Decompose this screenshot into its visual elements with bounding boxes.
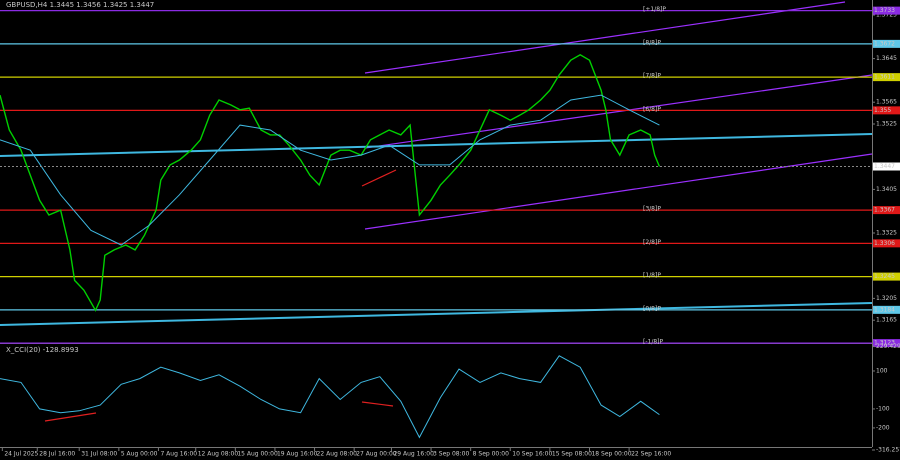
- level-name: [6/8]P: [643, 106, 661, 113]
- level-value: 1.3611: [874, 74, 895, 81]
- y-tick-label: 1.3525: [876, 120, 897, 127]
- x-tick-label: 15 Sep 08:00: [552, 451, 592, 458]
- y-tick-label: 1.3405: [876, 186, 897, 193]
- channel-top: [364, 1, 846, 74]
- level-name: [3/8]P: [643, 206, 661, 213]
- level-value: 1.3184: [874, 306, 895, 313]
- y-tick-label: 100: [876, 367, 888, 374]
- y-tick-label: -200: [876, 424, 890, 431]
- y-tick-label: 1.3325: [876, 229, 897, 236]
- series-line: [0, 53, 661, 312]
- y-tick-label: -100: [876, 405, 890, 412]
- x-tick-label: 8 Sep 00:00: [473, 451, 509, 458]
- divergence: [361, 169, 397, 187]
- support-line-long: [0, 302, 873, 326]
- trend-lines: [0, 1, 873, 422]
- x-tick-label: 10 Sep 16:00: [512, 451, 552, 458]
- channel-bottom: [364, 153, 873, 230]
- x-tick-label: 29 Aug 16:00: [393, 451, 434, 458]
- last-price-box: [873, 162, 900, 171]
- x-tick-label: 19 Aug 16:00: [277, 451, 318, 458]
- x-tick-label: 15 Aug 00:00: [237, 451, 278, 458]
- level-value: 1.355: [874, 107, 891, 114]
- level-box: [873, 305, 900, 314]
- level-box: [873, 206, 900, 215]
- x-tick-label: 27 Aug 00:00: [356, 451, 397, 458]
- support-line: [0, 133, 873, 157]
- level-value: 1.3672: [874, 40, 895, 47]
- cci-divergence: [44, 412, 97, 422]
- y-tick-label: 1.3725: [876, 11, 897, 18]
- level-value: 1.3123: [874, 340, 895, 347]
- level-value: 1.3245: [874, 273, 895, 280]
- indicator-title: X_CCI(20) -128.8993: [6, 346, 79, 354]
- y-tick-label: 1.3165: [876, 317, 897, 324]
- level-name: [2/8]P: [643, 239, 661, 246]
- x-tick-label: 7 Aug 16:00: [160, 451, 197, 458]
- level-box: [873, 73, 900, 82]
- x-tick-label: 3 Sep 08:00: [433, 451, 469, 458]
- level-box: [873, 239, 900, 248]
- level-box: [873, 6, 900, 15]
- x-tick-label: 12 Aug 08:00: [198, 451, 239, 458]
- level-name: [0/8]P: [643, 305, 661, 312]
- series-line: [0, 94, 660, 246]
- level-box: [873, 272, 900, 281]
- x-tick-label: 24 Jul 2025: [4, 451, 38, 458]
- level-name: [8/8]P: [643, 39, 661, 46]
- level-box: [873, 106, 900, 115]
- x-tick-label: 22 Sep 16:00: [631, 451, 671, 458]
- x-tick-label: 5 Aug 00:00: [121, 451, 158, 458]
- chart-title: GBPUSD,H4 1.3445 1.3456 1.3425 1.3447: [6, 1, 154, 9]
- y-tick-label: 1.3565: [876, 99, 897, 106]
- y-tick-label: 1.3205: [876, 295, 897, 302]
- level-box: [873, 39, 900, 48]
- level-value: 1.3733: [874, 7, 895, 14]
- channel-mid: [364, 74, 873, 149]
- x-tick-label: 22 Aug 08:00: [317, 451, 358, 458]
- level-name: [-1/8]P: [643, 339, 664, 346]
- y-tick-label: 229.429: [876, 343, 900, 350]
- level-name: [+1/8]P: [643, 6, 666, 13]
- x-tick-label: 18 Sep 00:00: [591, 451, 631, 458]
- level-name: [7/8]P: [643, 73, 661, 80]
- x-tick-label: 28 Jul 16:00: [39, 451, 75, 458]
- y-tick-label: -316.257: [876, 447, 900, 454]
- y-tick-label: 1.3645: [876, 55, 897, 62]
- level-value: 1.3367: [874, 207, 895, 214]
- level-box: [873, 339, 900, 348]
- cci-divergence: [361, 401, 394, 407]
- level-value: 1.3306: [874, 240, 895, 247]
- x-tick-label: 31 Jul 08:00: [81, 451, 117, 458]
- series-line: [0, 355, 660, 439]
- last-price-label: 1.3447: [874, 163, 895, 170]
- level-name: [1/8]P: [643, 272, 661, 279]
